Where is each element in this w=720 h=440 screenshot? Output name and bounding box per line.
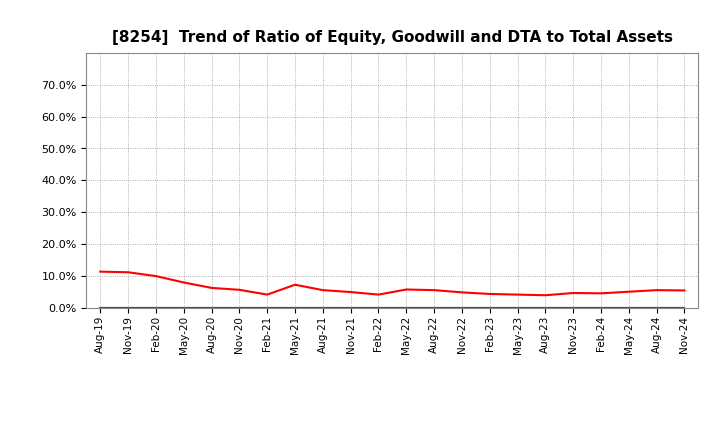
Goodwill	[152, 305, 161, 311]
Equity	[207, 285, 216, 290]
Deferred Tax Assets	[291, 305, 300, 311]
Goodwill	[430, 305, 438, 311]
Deferred Tax Assets	[179, 305, 188, 311]
Goodwill	[235, 305, 243, 311]
Equity	[152, 273, 161, 279]
Deferred Tax Assets	[458, 305, 467, 311]
Deferred Tax Assets	[680, 305, 689, 311]
Equity	[235, 287, 243, 293]
Goodwill	[263, 305, 271, 311]
Goodwill	[124, 305, 132, 311]
Deferred Tax Assets	[263, 305, 271, 311]
Deferred Tax Assets	[513, 305, 522, 311]
Equity	[291, 282, 300, 287]
Equity	[263, 292, 271, 297]
Equity	[402, 287, 410, 292]
Deferred Tax Assets	[402, 305, 410, 311]
Goodwill	[458, 305, 467, 311]
Deferred Tax Assets	[124, 305, 132, 311]
Deferred Tax Assets	[152, 305, 161, 311]
Equity	[96, 269, 104, 274]
Deferred Tax Assets	[541, 305, 550, 311]
Equity	[569, 290, 577, 296]
Goodwill	[96, 305, 104, 311]
Equity	[346, 290, 355, 295]
Title: [8254]  Trend of Ratio of Equity, Goodwill and DTA to Total Assets: [8254] Trend of Ratio of Equity, Goodwil…	[112, 29, 673, 45]
Goodwill	[652, 305, 661, 311]
Goodwill	[207, 305, 216, 311]
Deferred Tax Assets	[652, 305, 661, 311]
Deferred Tax Assets	[374, 305, 383, 311]
Deferred Tax Assets	[96, 305, 104, 311]
Equity	[179, 280, 188, 285]
Equity	[318, 287, 327, 293]
Equity	[374, 292, 383, 297]
Equity	[124, 270, 132, 275]
Goodwill	[485, 305, 494, 311]
Line: Equity: Equity	[100, 271, 685, 295]
Goodwill	[680, 305, 689, 311]
Deferred Tax Assets	[485, 305, 494, 311]
Deferred Tax Assets	[235, 305, 243, 311]
Goodwill	[318, 305, 327, 311]
Equity	[597, 291, 606, 296]
Equity	[680, 288, 689, 293]
Goodwill	[541, 305, 550, 311]
Deferred Tax Assets	[624, 305, 633, 311]
Goodwill	[624, 305, 633, 311]
Deferred Tax Assets	[569, 305, 577, 311]
Deferred Tax Assets	[430, 305, 438, 311]
Goodwill	[179, 305, 188, 311]
Goodwill	[374, 305, 383, 311]
Goodwill	[513, 305, 522, 311]
Goodwill	[291, 305, 300, 311]
Goodwill	[346, 305, 355, 311]
Equity	[430, 287, 438, 293]
Equity	[513, 292, 522, 297]
Equity	[624, 289, 633, 294]
Equity	[652, 287, 661, 293]
Equity	[541, 293, 550, 298]
Deferred Tax Assets	[346, 305, 355, 311]
Goodwill	[597, 305, 606, 311]
Deferred Tax Assets	[597, 305, 606, 311]
Goodwill	[402, 305, 410, 311]
Deferred Tax Assets	[318, 305, 327, 311]
Equity	[485, 291, 494, 297]
Equity	[458, 290, 467, 295]
Goodwill	[569, 305, 577, 311]
Deferred Tax Assets	[207, 305, 216, 311]
